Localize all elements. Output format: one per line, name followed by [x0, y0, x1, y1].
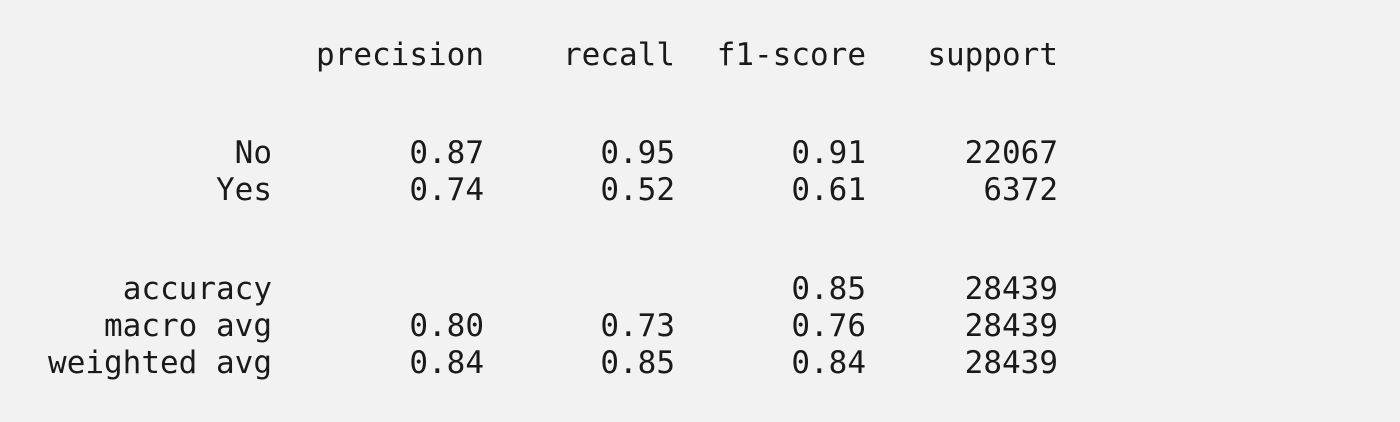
f1-value: 0.76 — [791, 308, 866, 344]
row-label: macro avg — [104, 308, 272, 344]
support-value: 22067 — [964, 135, 1058, 171]
row-label: Yes — [216, 172, 272, 208]
precision-value: 0.87 — [409, 135, 484, 171]
support-value: 28439 — [964, 308, 1058, 344]
support-value: 28439 — [964, 345, 1058, 381]
recall-value: 0.73 — [600, 308, 675, 344]
header-row: precision recall f1-score support — [0, 37, 1100, 73]
class-row-yes: Yes 0.74 0.52 0.61 6372 — [0, 172, 1100, 208]
weighted-avg-row: weighted avg 0.84 0.85 0.84 28439 — [0, 345, 1100, 381]
recall-value: 0.95 — [600, 135, 675, 171]
f1-value: 0.84 — [791, 345, 866, 381]
class-row-no: No 0.87 0.95 0.91 22067 — [0, 135, 1100, 171]
header-recall: recall — [563, 37, 675, 73]
f1-value: 0.85 — [791, 271, 866, 307]
f1-value: 0.91 — [791, 135, 866, 171]
row-label: accuracy — [122, 271, 272, 307]
header-precision: precision — [316, 37, 484, 73]
recall-value: 0.85 — [600, 345, 675, 381]
support-value: 6372 — [983, 172, 1058, 208]
precision-value: 0.84 — [409, 345, 484, 381]
precision-value: 0.74 — [409, 172, 484, 208]
header-f1-score: f1-score — [716, 37, 866, 73]
f1-value: 0.61 — [791, 172, 866, 208]
precision-value: 0.80 — [409, 308, 484, 344]
row-label: weighted avg — [48, 345, 272, 381]
support-value: 28439 — [964, 271, 1058, 307]
macro-avg-row: macro avg 0.80 0.73 0.76 28439 — [0, 308, 1100, 344]
header-support: support — [927, 37, 1058, 73]
accuracy-row: accuracy 0.85 28439 — [0, 271, 1100, 307]
row-label: No — [234, 135, 272, 171]
recall-value: 0.52 — [600, 172, 675, 208]
